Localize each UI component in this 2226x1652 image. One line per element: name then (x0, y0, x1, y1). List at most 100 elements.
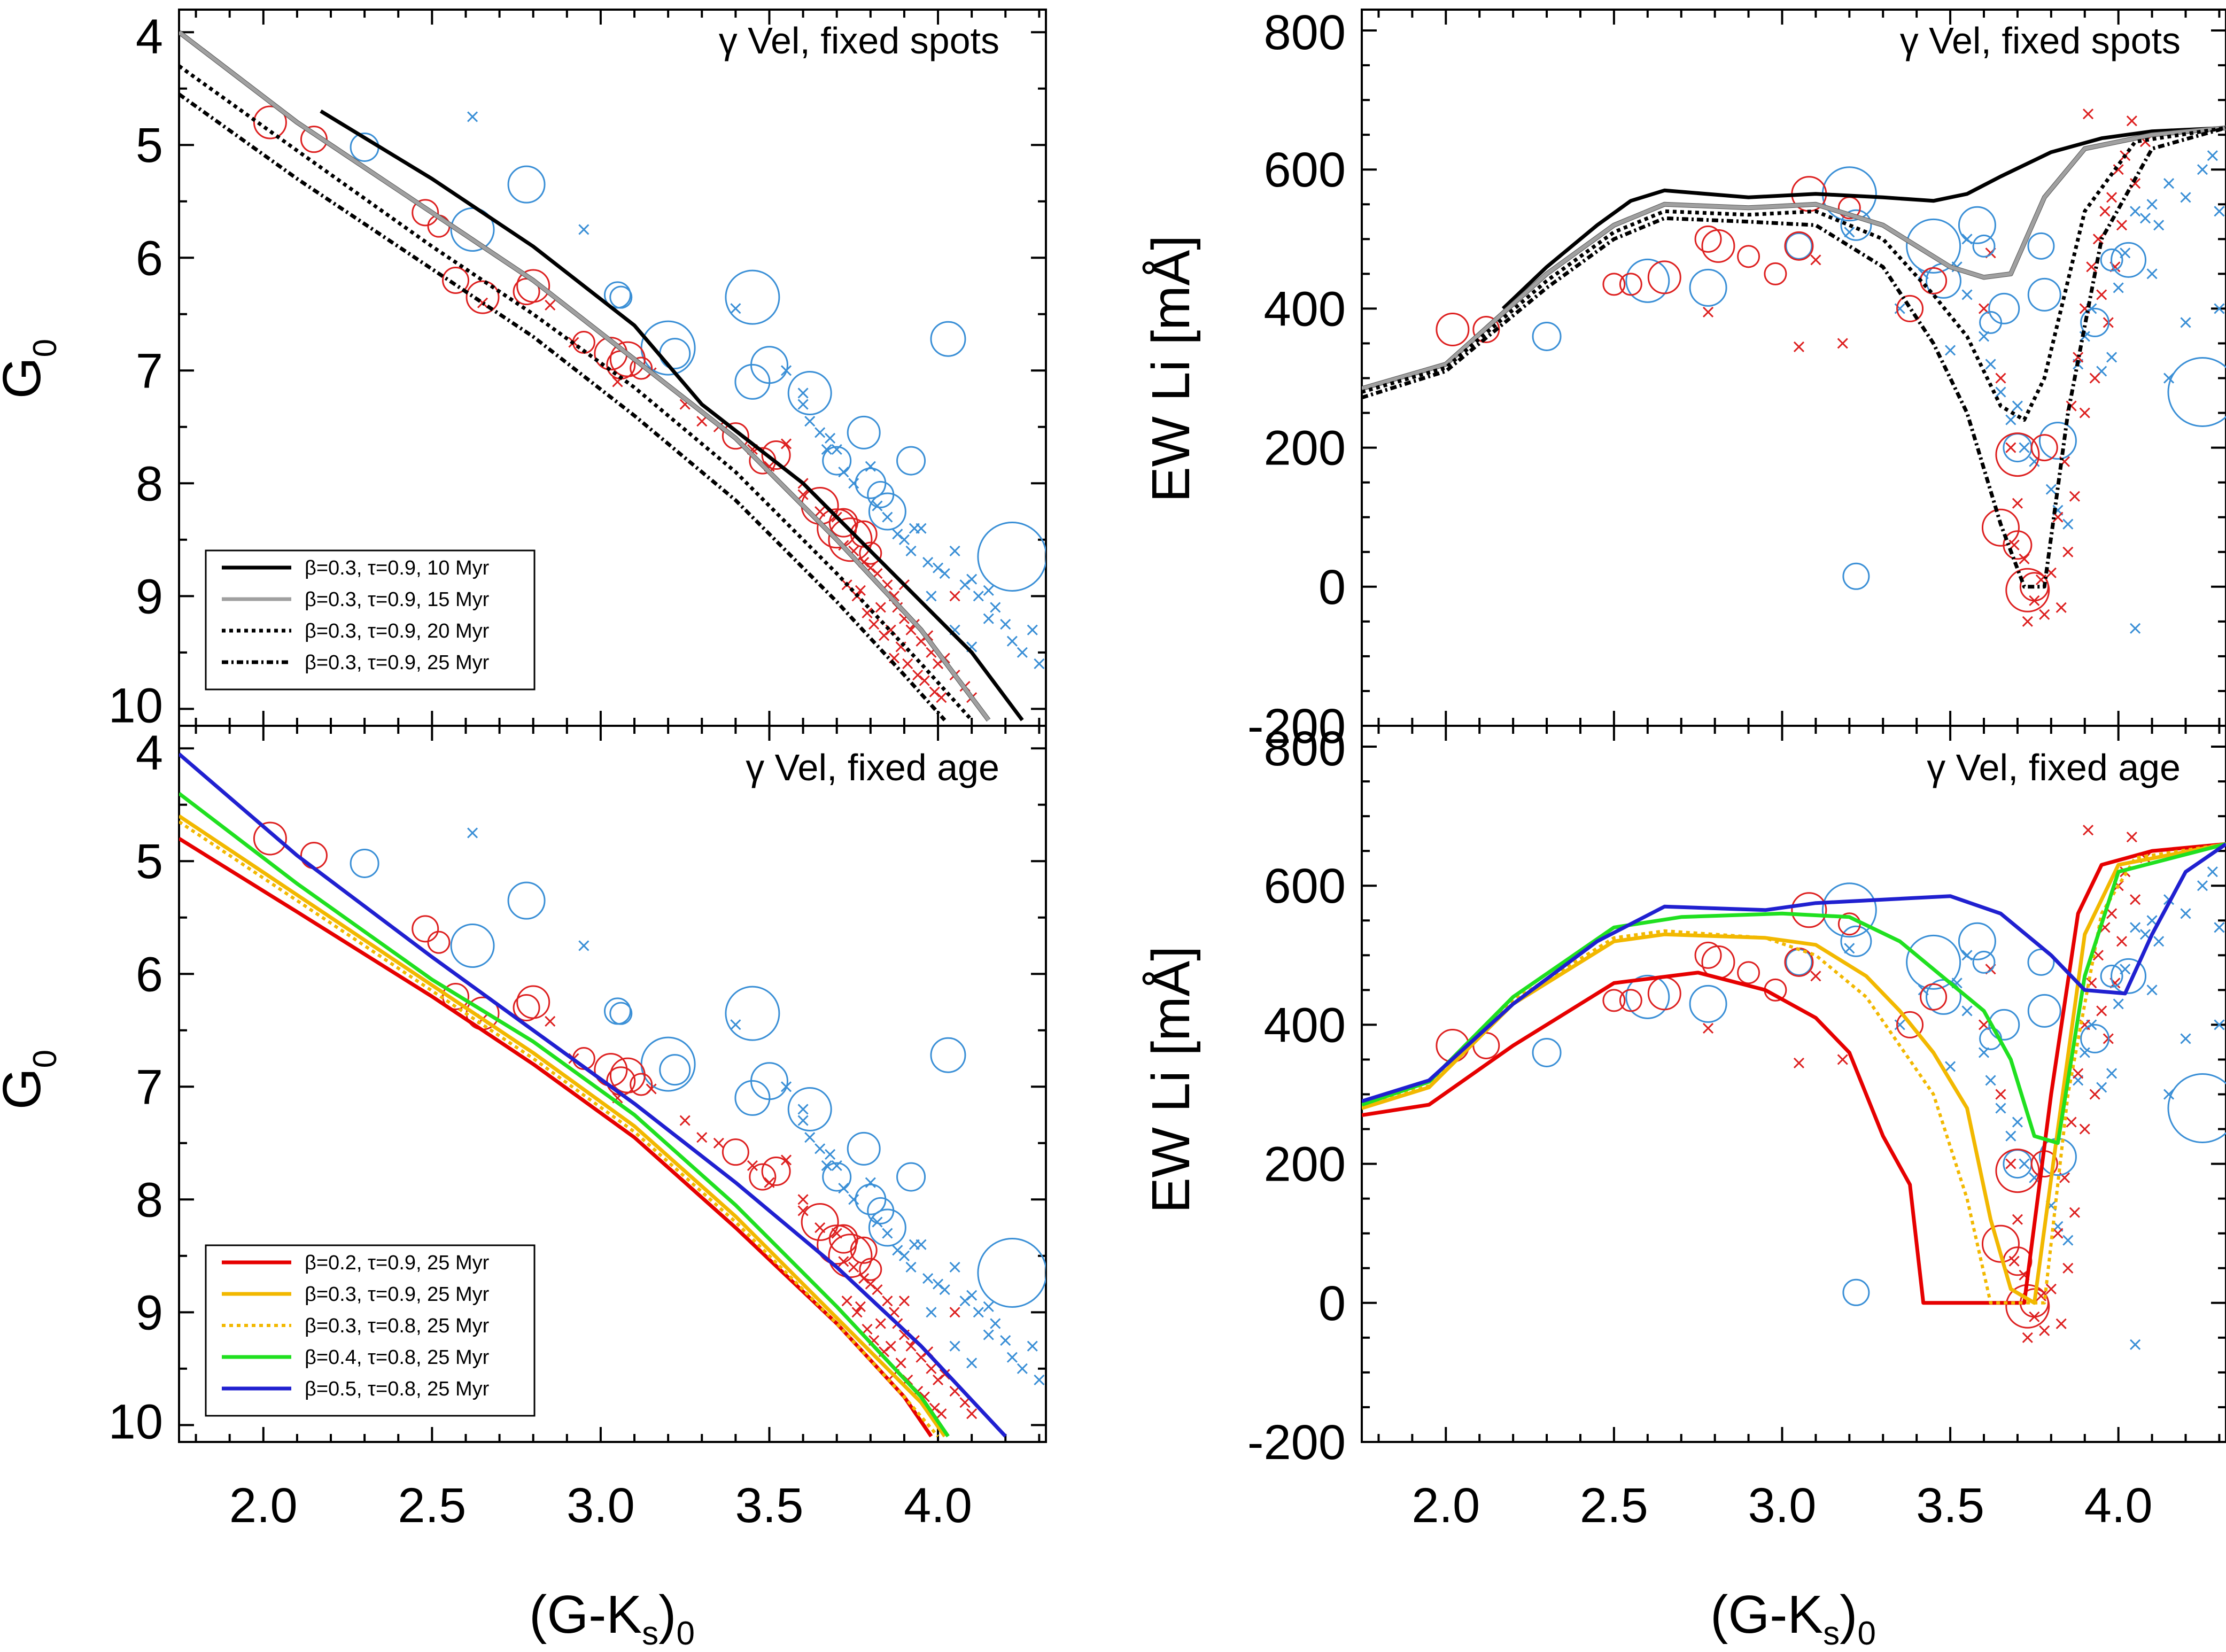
star-cross-red (2082, 108, 2094, 120)
star-cross-blue (2139, 929, 2151, 940)
star-circle-blue (750, 346, 788, 384)
star-cross-red (1702, 306, 1714, 317)
star-circle-blue (609, 285, 633, 309)
star-circle-blue (2003, 1149, 2033, 1179)
star-cross-blue (2130, 623, 2141, 634)
star-circle-blue (507, 881, 546, 920)
star-cross-blue (821, 1160, 832, 1172)
star-cross-blue (949, 545, 960, 556)
star-cross-blue (2146, 199, 2158, 210)
star-cross-blue (865, 461, 876, 472)
star-circle-blue (507, 165, 546, 204)
star-circle-blue (2027, 948, 2055, 976)
star-cross-blue (730, 1019, 741, 1030)
star-cross-red (1995, 1089, 2006, 1100)
star-circle-blue (822, 446, 852, 476)
star-cross-blue (2153, 936, 2165, 947)
y-tick-label: 9 (136, 1285, 163, 1340)
legend-label: β=0.5, τ=0.8, 25 Myr (305, 1378, 490, 1400)
star-cross-blue (1985, 1075, 1996, 1086)
star-cross-red (1810, 971, 1821, 982)
model-line (1362, 842, 2226, 1305)
star-cross-blue (922, 1273, 934, 1284)
star-cross-red (2089, 1089, 2100, 1100)
star-circle-red (850, 520, 878, 548)
star-circle-red (516, 985, 550, 1019)
y-tick-label: 8 (136, 456, 163, 511)
star-circle-red (722, 1138, 749, 1166)
model-line (1362, 842, 2226, 1145)
x-axis-label-left: (G-Ks)0 (529, 1585, 695, 1652)
star-circle-blue (1906, 218, 1961, 274)
legend-label: β=0.3, τ=0.8, 25 Myr (305, 1315, 490, 1337)
star-cross-red (2039, 1325, 2050, 1336)
star-cross-red (2096, 289, 2107, 300)
star-circle-blue (450, 207, 495, 252)
y-tick-label: 600 (1264, 859, 1346, 913)
star-cross-red (2012, 498, 2023, 509)
y-tick-label: 800 (1264, 5, 1346, 60)
star-circle-red (1896, 1011, 1924, 1038)
star-cross-blue (2180, 1033, 2191, 1044)
star-cross-blue (2019, 442, 2030, 453)
star-circle-blue (787, 370, 832, 415)
star-circle-blue (2003, 433, 2033, 463)
star-circle-blue (1785, 948, 1813, 976)
x-axis-label-right: (G-Ks)0 (1710, 1585, 1876, 1652)
star-cross-blue (1995, 386, 2006, 398)
star-cross-blue (2130, 1339, 2141, 1350)
star-circle-blue (2100, 964, 2123, 988)
star-cross-red (939, 1369, 950, 1380)
star-cross-blue (831, 444, 842, 455)
star-cross-blue (2146, 984, 2158, 996)
star-cross-blue (949, 1340, 960, 1352)
star-cross-blue (1027, 1340, 1038, 1352)
star-cross-blue (825, 1149, 836, 1160)
star-cross-blue (973, 591, 984, 602)
star-cross-blue (926, 591, 937, 602)
star-cross-red (902, 658, 913, 670)
star-cross-blue (2163, 178, 2175, 189)
star-circle-blue (896, 1162, 926, 1192)
star-cross-red (2005, 442, 2016, 453)
y-tick-label: 800 (1264, 722, 1346, 776)
star-cross-blue (797, 399, 809, 410)
star-cross-red (747, 1160, 758, 1172)
x-tick-label: 4.0 (2084, 1478, 2153, 1533)
star-cross-red (855, 1301, 866, 1312)
star-cross-red (2116, 220, 2128, 231)
star-cross-blue (983, 1329, 994, 1340)
star-cross-red (2089, 373, 2100, 384)
star-circle-red (1764, 262, 1787, 285)
x-tick-label: 2.0 (229, 1478, 298, 1533)
star-circle-blue (2027, 994, 2061, 1028)
star-cross-blue (467, 827, 478, 839)
star-cross-blue (966, 1358, 978, 1369)
star-cross-red (2073, 1068, 2084, 1079)
x-tick-label: 2.5 (1580, 1478, 1648, 1533)
star-circle-red-group (253, 821, 882, 1281)
star-circle-red (609, 341, 646, 377)
star-circle-red (1981, 1224, 2020, 1263)
star-cross-blue-group (467, 111, 1045, 670)
star-cross-blue (578, 940, 590, 951)
star-cross-red (2022, 1332, 2033, 1343)
star-cross-red-group (1702, 108, 2151, 627)
star-cross-red (2126, 115, 2137, 127)
star-circle-red (516, 269, 550, 303)
star-cross-blue (2214, 206, 2225, 217)
panel-br-title: γ Vel, fixed age (1927, 747, 2181, 788)
star-cross-red (926, 1363, 937, 1374)
star-circle-blue-group (1532, 166, 2226, 590)
star-cross-blue (2113, 282, 2124, 293)
star-circle-blue (603, 997, 631, 1025)
star-cross-blue (2153, 220, 2165, 231)
star-cross-red (2052, 1228, 2064, 1239)
star-cross-red (696, 1132, 708, 1143)
star-cross-blue (804, 1132, 816, 1143)
legend-label: β=0.4, τ=0.8, 25 Myr (305, 1346, 490, 1369)
star-cross-blue (939, 568, 950, 579)
legend-tl: β=0.3, τ=0.9, 10 Myr β=0.3, τ=0.9, 15 Myr… (205, 549, 536, 691)
star-cross-blue (990, 1318, 1001, 1329)
